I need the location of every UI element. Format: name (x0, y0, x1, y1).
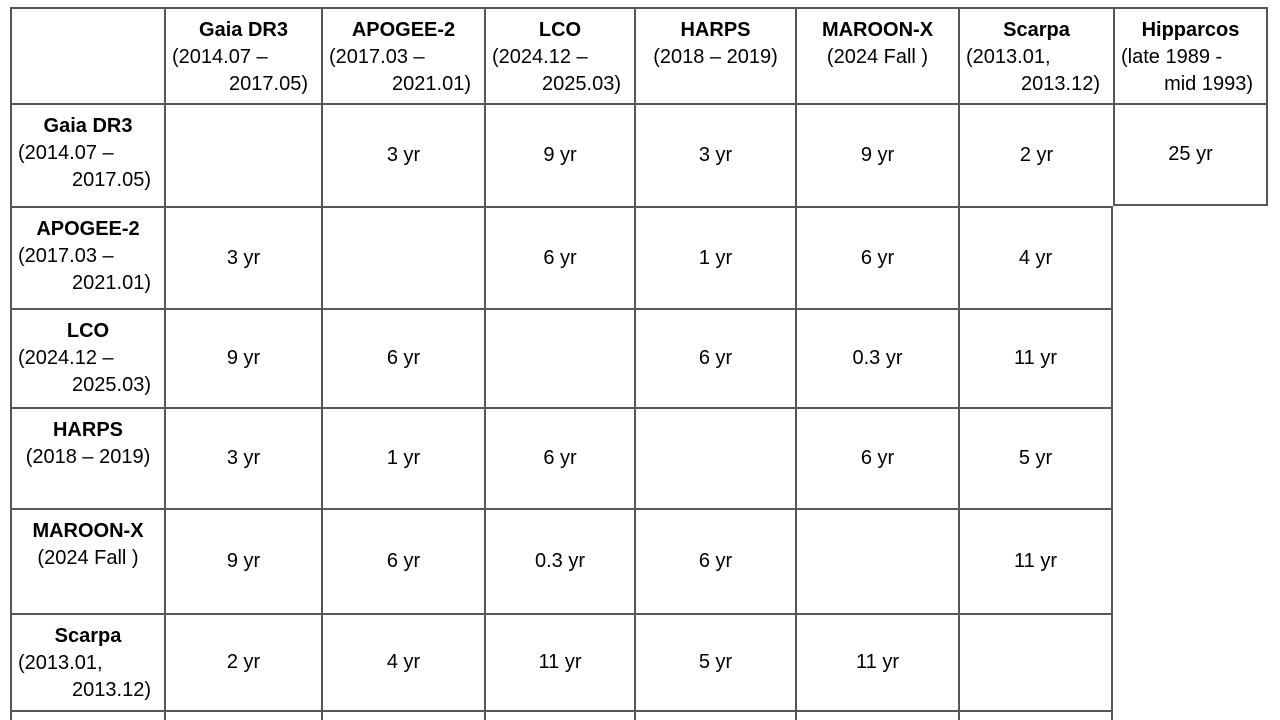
survey-name: APOGEE-2 (351, 19, 456, 41)
column-header-harps: HARPS (2018 – 2019) (634, 7, 795, 103)
value-cell-harps-x-apogee-2: 1 yr (321, 407, 484, 508)
value-cell-apogee-2-x-scarpa: 4 yr (958, 206, 1113, 308)
value-cell-scarpa-x-maroon-x: 11 yr (795, 613, 958, 710)
survey-date-range-line: 2017.05) (229, 73, 308, 95)
survey-date-range-line: 2013.12) (1021, 73, 1100, 95)
value-cell-gaia-dr3-x-apogee-2: 3 yr (321, 103, 484, 206)
survey-date-range-line: 2025.03) (72, 374, 151, 396)
survey-date-range-line: (2024.12 – (492, 46, 588, 68)
row-header-apogee-2: APOGEE-2 (2017.03 – 2021.01) (10, 206, 164, 308)
corner-cell (10, 7, 164, 103)
survey-date-range-line: mid 1993) (1164, 73, 1253, 95)
value-cell-maroon-x-x-gaia-dr3: 9 yr (164, 508, 321, 613)
column-header-gaia-dr3: Gaia DR3 (2014.07 – 2017.05) (164, 7, 321, 103)
value-cell-scarpa-x-scarpa (958, 613, 1113, 710)
survey-date-range-line: (2014.07 – (18, 142, 114, 164)
survey-date-range-line: (2017.03 – (329, 46, 425, 68)
value-cell-apogee-2-x-harps: 1 yr (634, 206, 795, 308)
column-header-apogee-2: APOGEE-2 (2017.03 – 2021.01) (321, 7, 484, 103)
survey-date-range-line: 2017.05) (72, 169, 151, 191)
value-cell-scarpa-x-harps: 5 yr (634, 613, 795, 710)
survey-date-range: (2018 – 2019) (653, 46, 778, 68)
survey-date-range: (2024 Fall ) (37, 547, 139, 569)
partial-row-cell (164, 710, 321, 720)
survey-name: LCO (66, 320, 110, 342)
row-header-scarpa: Scarpa (2013.01, 2013.12) (10, 613, 164, 710)
survey-name: Gaia DR3 (199, 19, 288, 41)
value-cell-gaia-dr3-x-harps: 3 yr (634, 103, 795, 206)
survey-date-range: (2018 – 2019) (25, 446, 151, 468)
value-cell-apogee-2-x-maroon-x: 6 yr (795, 206, 958, 308)
value-cell-gaia-dr3-x-lco: 9 yr (484, 103, 634, 206)
value-cell-lco-x-lco (484, 308, 634, 407)
row-header-gaia-dr3: Gaia DR3 (2014.07 – 2017.05) (10, 103, 164, 206)
value-cell-harps-x-scarpa: 5 yr (958, 407, 1113, 508)
value-cell-lco-x-gaia-dr3: 9 yr (164, 308, 321, 407)
value-cell-harps-x-gaia-dr3: 3 yr (164, 407, 321, 508)
value-cell-scarpa-x-gaia-dr3: 2 yr (164, 613, 321, 710)
value-cell-gaia-dr3-x-maroon-x: 9 yr (795, 103, 958, 206)
column-header-hipparcos: Hipparcos (late 1989 - mid 1993) (1113, 7, 1268, 103)
partial-row-cell (634, 710, 795, 720)
survey-date-range-line: 2021.01) (392, 73, 471, 95)
value-cell-harps-x-harps (634, 407, 795, 508)
partial-row-cell (484, 710, 634, 720)
survey-date-range-line: (2024.12 – (18, 347, 114, 369)
survey-name: APOGEE-2 (36, 218, 140, 240)
survey-name: Scarpa (54, 625, 122, 647)
survey-name: Scarpa (1003, 19, 1070, 41)
value-cell-lco-x-scarpa: 11 yr (958, 308, 1113, 407)
survey-date-range-line: 2025.03) (542, 73, 621, 95)
survey-name: LCO (538, 19, 582, 41)
survey-name: HARPS (680, 19, 751, 41)
survey-date-range-line: 2021.01) (72, 272, 151, 294)
value-cell-scarpa-x-apogee-2: 4 yr (321, 613, 484, 710)
comparison-table: Gaia DR3 (2014.07 – 2017.05) APOGEE-2 (2017.… (10, 7, 1268, 720)
survey-date-range-line: (2013.01, (18, 652, 103, 674)
value-cell-maroon-x-x-maroon-x (795, 508, 958, 613)
column-header-lco: LCO (2024.12 – 2025.03) (484, 7, 634, 103)
partial-row-cell (958, 710, 1113, 720)
value-cell-maroon-x-x-apogee-2: 6 yr (321, 508, 484, 613)
value-cell-harps-x-lco: 6 yr (484, 407, 634, 508)
survey-date-range: (2024 Fall ) (826, 46, 929, 68)
survey-name: Gaia DR3 (43, 115, 133, 137)
partial-row-cell (795, 710, 958, 720)
survey-name: HARPS (52, 419, 123, 441)
value-cell-maroon-x-x-harps: 6 yr (634, 508, 795, 613)
survey-name: Hipparcos (1141, 19, 1240, 41)
row-header-harps: HARPS (2018 – 2019) (10, 407, 164, 508)
value-cell-apogee-2-x-lco: 6 yr (484, 206, 634, 308)
value-cell-maroon-x-x-scarpa: 11 yr (958, 508, 1113, 613)
value-cell-lco-x-harps: 6 yr (634, 308, 795, 407)
value-cell-lco-x-maroon-x: 0.3 yr (795, 308, 958, 407)
survey-name: MAROON-X (32, 520, 144, 542)
partial-row-cell (321, 710, 484, 720)
survey-date-range-line: (2013.01, (966, 46, 1051, 68)
value-cell-scarpa-x-lco: 11 yr (484, 613, 634, 710)
survey-date-range-line: 2013.12) (72, 679, 151, 701)
column-header-maroon-x: MAROON-X (2024 Fall ) (795, 7, 958, 103)
survey-date-range-line: (late 1989 - (1121, 46, 1223, 68)
survey-name: MAROON-X (821, 19, 934, 41)
value-cell-apogee-2-x-apogee-2 (321, 206, 484, 308)
survey-date-range-line: (2014.07 – (172, 46, 268, 68)
value-cell-maroon-x-x-lco: 0.3 yr (484, 508, 634, 613)
row-header-maroon-x: MAROON-X (2024 Fall ) (10, 508, 164, 613)
value-cell-gaia-dr3-x-gaia-dr3 (164, 103, 321, 206)
column-header-scarpa: Scarpa (2013.01, 2013.12) (958, 7, 1113, 103)
survey-date-range-line: (2017.03 – (18, 245, 114, 267)
value-cell-gaia-dr3-x-scarpa: 2 yr (958, 103, 1113, 206)
value-cell-lco-x-apogee-2: 6 yr (321, 308, 484, 407)
partial-row-cell (10, 710, 164, 720)
value-cell-gaia-dr3-x-hipparcos: 25 yr (1113, 103, 1268, 206)
value-cell-harps-x-maroon-x: 6 yr (795, 407, 958, 508)
row-header-lco: LCO (2024.12 – 2025.03) (10, 308, 164, 407)
value-cell-apogee-2-x-gaia-dr3: 3 yr (164, 206, 321, 308)
